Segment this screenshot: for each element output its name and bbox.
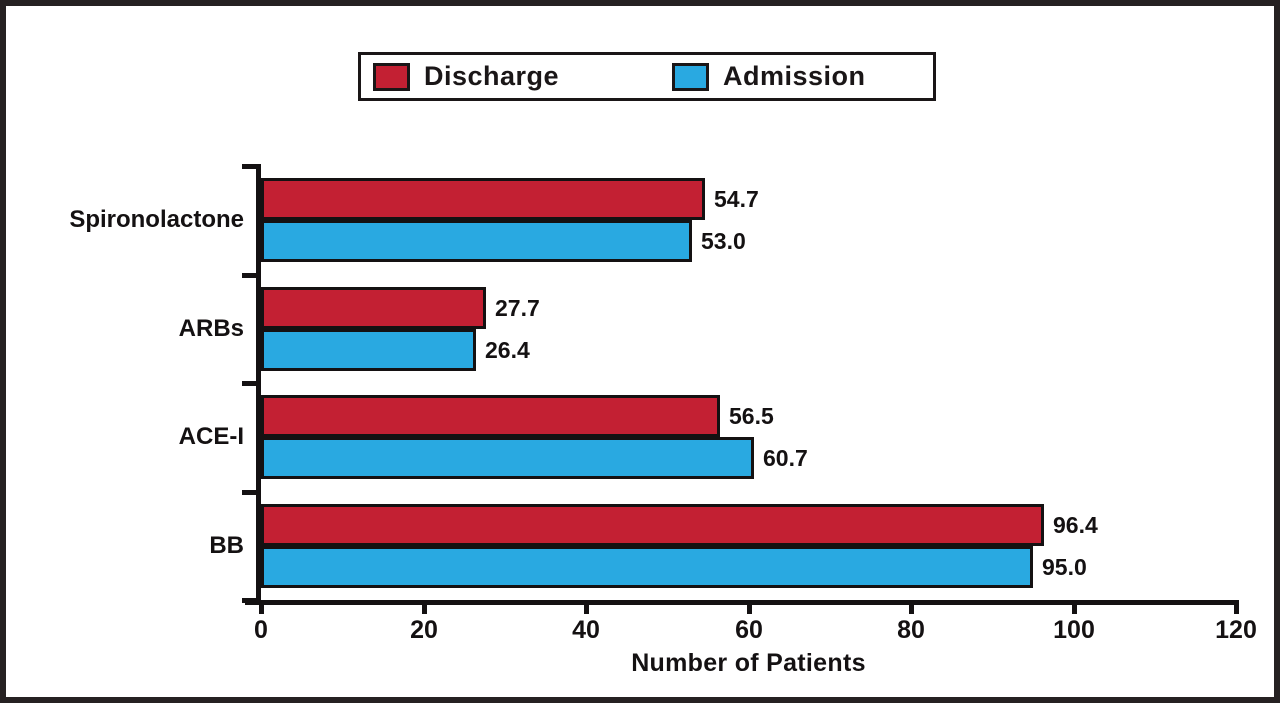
legend: Discharge Admission: [358, 52, 936, 101]
x-axis-title: Number of Patients: [631, 649, 866, 677]
x-axis-tick: [422, 605, 427, 614]
y-axis-tick: [242, 273, 256, 278]
category-label: ACE-I: [178, 423, 244, 450]
x-tick-label: 0: [254, 616, 268, 644]
bar-discharge-spironolactone: [261, 178, 705, 220]
bar-admission-bb: [261, 546, 1033, 588]
x-tick-label: 60: [735, 616, 763, 644]
legend-item-admission: Admission: [672, 55, 866, 98]
x-tick-label: 80: [897, 616, 925, 644]
bar-discharge-ace-i: [261, 395, 720, 437]
bar-value-label: 53.0: [701, 228, 746, 254]
x-tick-label: 120: [1215, 616, 1257, 644]
x-tick-label: 100: [1053, 616, 1095, 644]
bar-admission-ace-i: [261, 437, 754, 479]
category-label: BB: [209, 532, 244, 559]
discharge-color-swatch: [373, 62, 410, 91]
x-axis-tick: [1072, 605, 1077, 614]
bar-value-label: 26.4: [485, 337, 530, 363]
plot-area: 0 20 40 60 80 100 120 Number of Patients Spirono…: [6, 6, 1274, 697]
y-axis-tick: [242, 598, 256, 603]
x-axis-tick: [1234, 605, 1239, 614]
x-axis-line: [245, 600, 1239, 605]
category-label: Spironolactone: [69, 206, 244, 233]
bar-value-label: 96.4: [1053, 512, 1098, 538]
legend-item-discharge: Discharge: [373, 55, 559, 98]
bar-value-label: 54.7: [714, 186, 759, 212]
x-tick-label: 40: [572, 616, 600, 644]
y-axis-line: [256, 164, 261, 605]
y-axis-tick: [242, 490, 256, 495]
category-label: ARBs: [178, 315, 244, 342]
y-axis-tick: [242, 381, 256, 386]
legend-label-admission: Admission: [723, 61, 866, 91]
x-axis-tick: [584, 605, 589, 614]
legend-label-discharge: Discharge: [424, 61, 560, 91]
bar-admission-spironolactone: [261, 220, 692, 262]
admission-color-swatch: [672, 62, 709, 91]
bar-value-label: 95.0: [1042, 554, 1087, 580]
x-axis-tick: [747, 605, 752, 614]
bar-value-label: 27.7: [495, 295, 540, 321]
bar-admission-arbs: [261, 329, 476, 371]
bar-discharge-arbs: [261, 287, 486, 329]
y-axis-tick: [242, 164, 256, 169]
x-tick-label: 20: [410, 616, 438, 644]
bar-value-label: 56.5: [729, 403, 774, 429]
x-axis-tick: [909, 605, 914, 614]
bar-discharge-bb: [261, 504, 1044, 546]
x-axis-tick: [259, 605, 264, 614]
bar-value-label: 60.7: [763, 445, 808, 471]
